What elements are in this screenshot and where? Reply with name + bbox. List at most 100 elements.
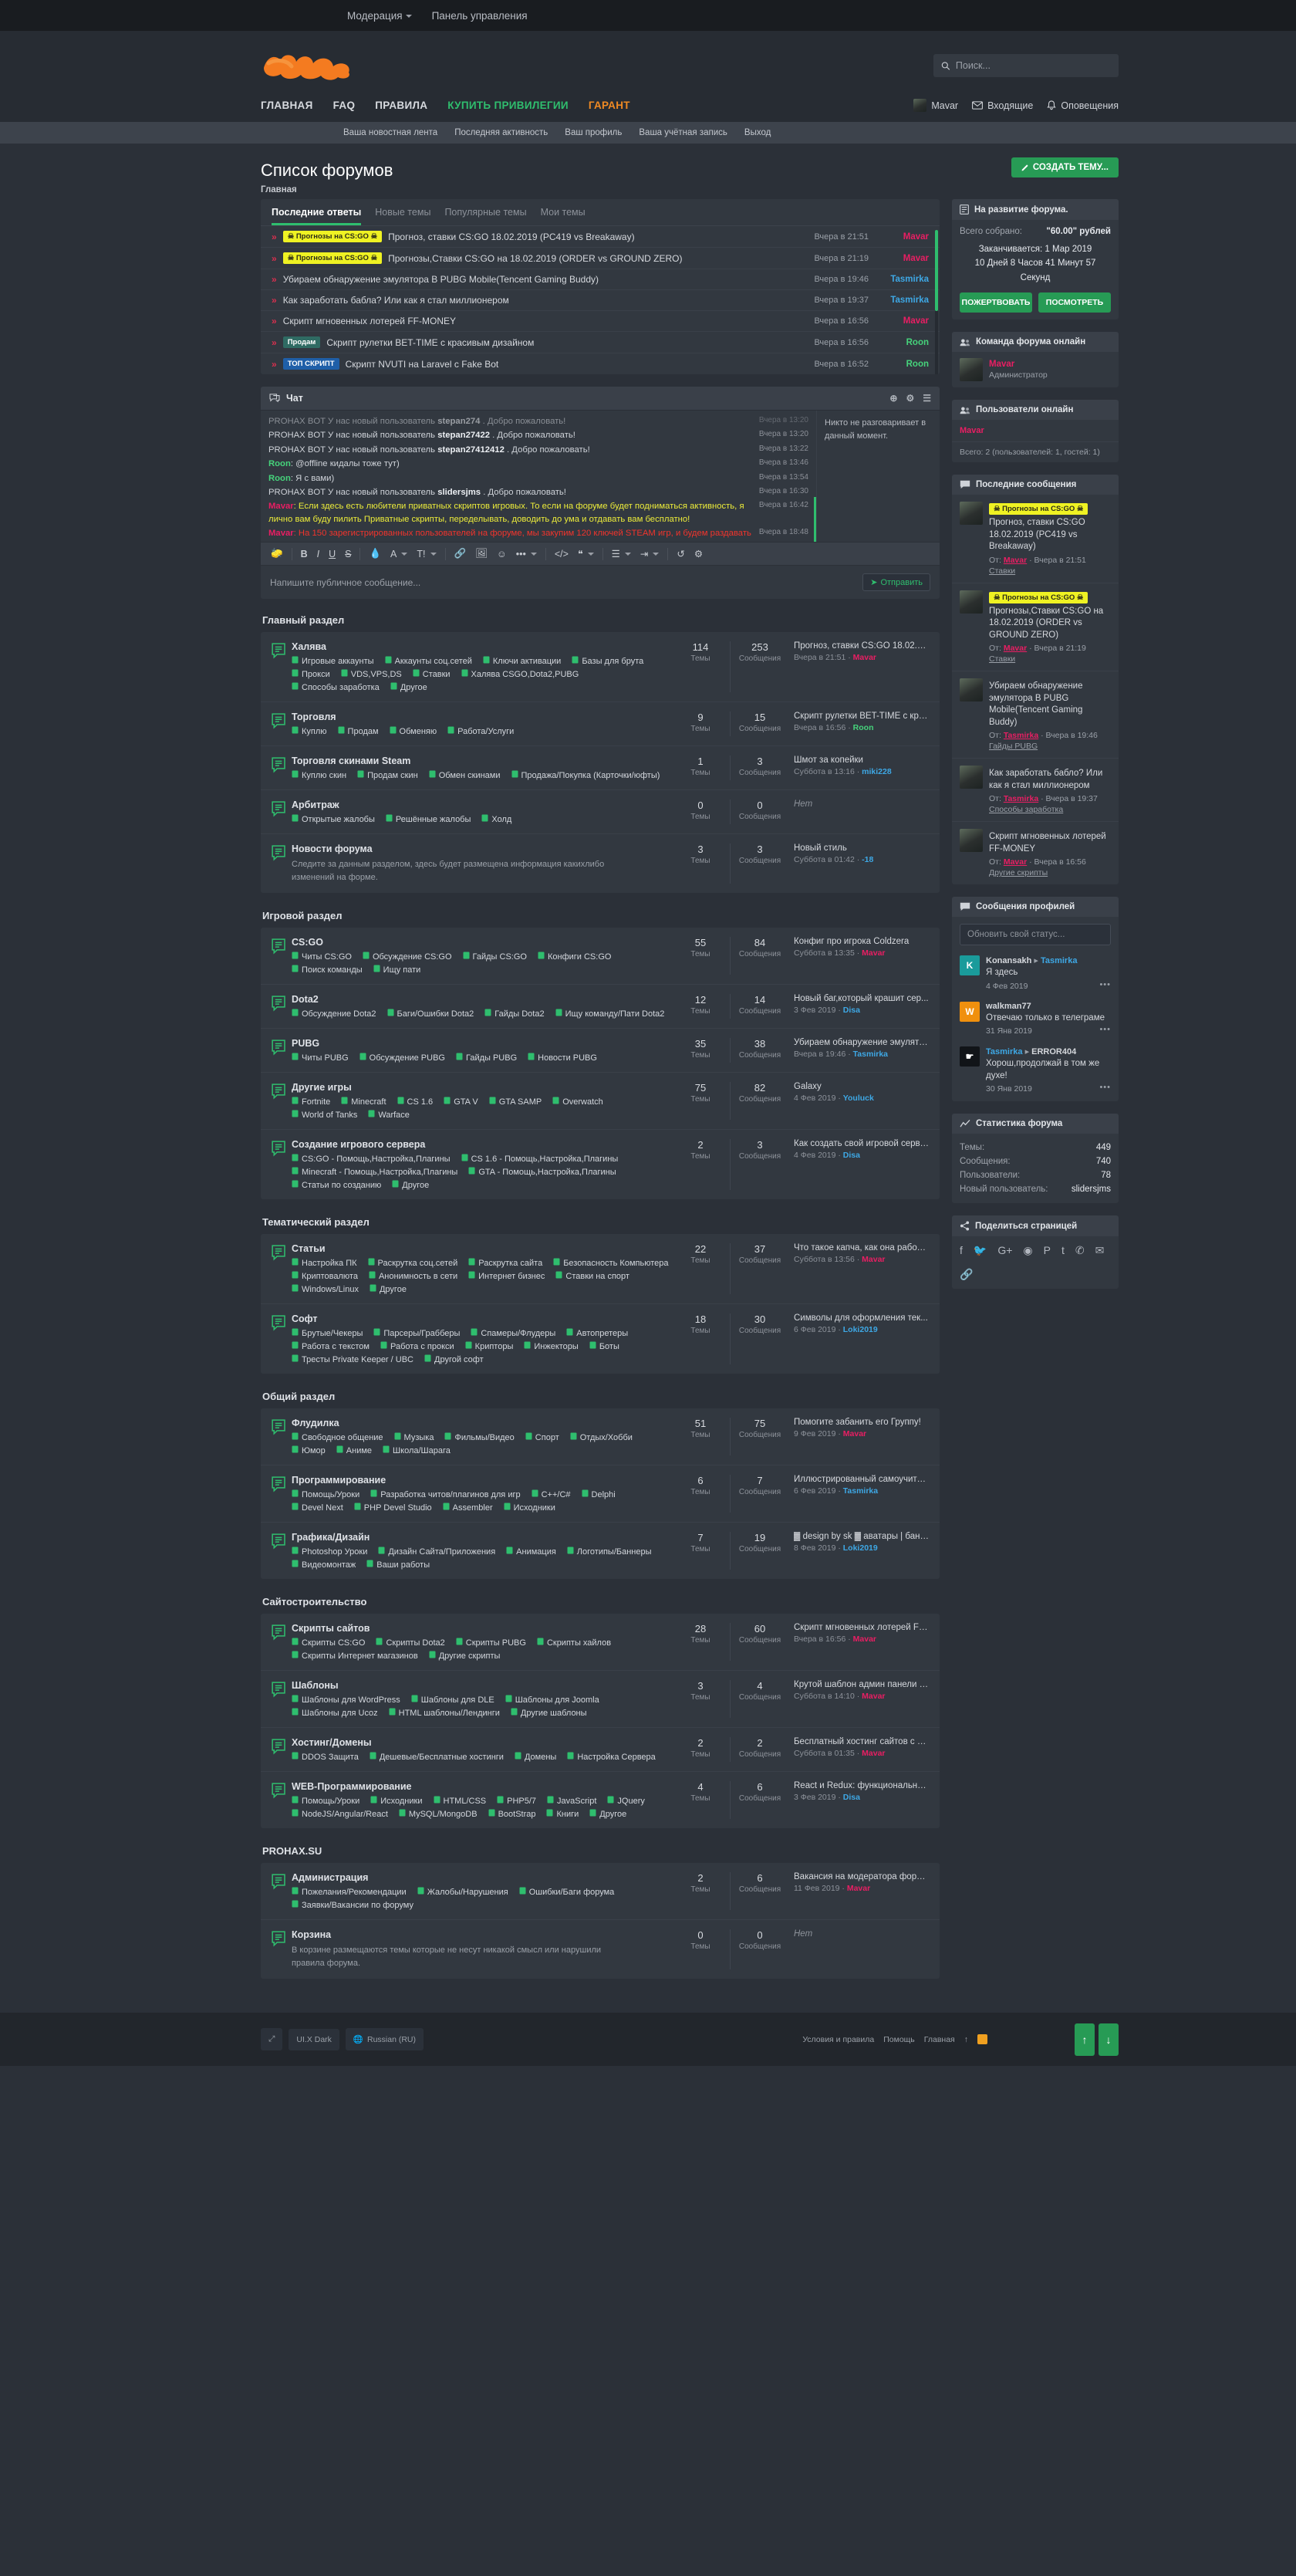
twitter-icon[interactable]: 🐦 bbox=[973, 1244, 987, 1257]
chat-settings-icon[interactable]: ⚙ bbox=[906, 393, 915, 404]
forum-last-post-author[interactable]: Mavar bbox=[842, 1429, 867, 1438]
forum-last-post-title[interactable]: Прогноз, ставки CS:GO 18.02.20... bbox=[794, 641, 929, 651]
subforum-link[interactable]: Другое bbox=[370, 1284, 407, 1294]
subforum-link[interactable]: Другое bbox=[392, 1180, 429, 1190]
subforum-link[interactable]: VDS,VPS,DS bbox=[341, 669, 402, 679]
email-icon[interactable]: ✉ bbox=[1095, 1244, 1105, 1257]
subforum-link[interactable]: Работа с прокси bbox=[380, 1341, 454, 1351]
subforum-link[interactable]: Ваши работы bbox=[366, 1560, 430, 1570]
forum-last-post-author[interactable]: Mavar bbox=[862, 1255, 886, 1264]
forum-row[interactable]: Программирование Помощь/Уроки Разработка ч… bbox=[261, 1465, 940, 1523]
subforum-link[interactable]: Куплю bbox=[292, 726, 327, 736]
subforum-link[interactable]: Продажа/Покупка (Карточки/юфты) bbox=[511, 770, 660, 780]
status-input[interactable]: Обновить свой статус... bbox=[960, 924, 1111, 946]
subforum-link[interactable]: Помощь/Уроки bbox=[292, 1796, 359, 1806]
profile-post-target[interactable]: ERROR404 bbox=[1031, 1047, 1077, 1057]
post-title[interactable]: Прогнозы,Ставки CS:GO на 18.02.2019 (ORD… bbox=[989, 606, 1104, 640]
subforum-link[interactable]: Аккаунты соц.сетей bbox=[385, 656, 472, 666]
subforum-link[interactable]: Warface bbox=[368, 1110, 410, 1120]
link-icon[interactable]: 🔗 bbox=[960, 1268, 974, 1281]
subforum-link[interactable]: Куплю скин bbox=[292, 770, 346, 780]
subforum-link[interactable]: Другое bbox=[589, 1809, 626, 1819]
more-icon[interactable]: ••• bbox=[512, 546, 541, 562]
style-chooser-button[interactable]: UI.X Dark bbox=[289, 2028, 339, 2050]
tab-new-threads[interactable]: Новые темы bbox=[375, 207, 431, 218]
forum-row[interactable]: Хостинг/Домены DDOS Защита Дешевые/Бесплат… bbox=[261, 1728, 940, 1772]
subforum-link[interactable]: JavaScript bbox=[547, 1796, 596, 1806]
post-forum-link[interactable]: Способы заработка bbox=[989, 805, 1064, 815]
post-author[interactable]: Mavar bbox=[1003, 555, 1028, 565]
thread-prefix[interactable]: ТОП СКРИПТ bbox=[282, 358, 339, 370]
list-item[interactable]: ☠ Прогнозы на CS:GO ☠ Прогнозы,Ставки CS:… bbox=[952, 583, 1119, 672]
forum-name[interactable]: Халява bbox=[292, 641, 326, 652]
list-item[interactable]: Скрипт мгновенных лотерей FF-MONEY От: Ma… bbox=[952, 822, 1119, 884]
subforum-link[interactable]: Заявки/Вакансии по форуму bbox=[292, 1900, 413, 1910]
chat-input[interactable]: Напишите публичное сообщение... bbox=[270, 576, 421, 588]
forum-last-post-author[interactable]: Mavar bbox=[846, 1884, 871, 1893]
google-plus-icon[interactable]: G+ bbox=[997, 1244, 1013, 1257]
chat-message-author[interactable]: Roon bbox=[268, 473, 291, 483]
table-row[interactable]: » ☠ Прогнозы на CS:GO ☠ Прогнозы,Ставки … bbox=[261, 248, 940, 269]
create-thread-button[interactable]: СОЗДАТЬ ТЕМУ... bbox=[1011, 157, 1119, 177]
subforum-link[interactable]: Спорт bbox=[525, 1432, 559, 1442]
forum-last-post-title[interactable]: Убираем обнаружение эмулятор... bbox=[794, 1038, 929, 1047]
forum-name[interactable]: Графика/Дизайн bbox=[292, 1532, 370, 1543]
subforum-link[interactable]: Обмен скинами bbox=[429, 770, 501, 780]
profile-post-more-icon[interactable]: ••• bbox=[1099, 1025, 1111, 1035]
eraser-icon[interactable]: 🧽 bbox=[271, 548, 283, 559]
forum-row[interactable]: Скрипты сайтов Скрипты CS:GO Скрипты Dota2… bbox=[261, 1614, 940, 1671]
post-author[interactable]: Mavar bbox=[1003, 857, 1028, 867]
table-row[interactable]: » ☠ Прогнозы на CS:GO ☠ Прогноз, ставки … bbox=[261, 226, 940, 248]
profile-post-target[interactable]: Tasmirka bbox=[1040, 956, 1078, 966]
forum-name[interactable]: Администрация bbox=[292, 1872, 369, 1883]
forum-last-post-author[interactable]: miki228 bbox=[862, 767, 892, 776]
subforum-link[interactable]: Fortnite bbox=[292, 1097, 330, 1107]
subforum-link[interactable]: JQuery bbox=[607, 1796, 645, 1806]
subforum-link[interactable]: Windows/Linux bbox=[292, 1284, 359, 1294]
subnav-recent-activity[interactable]: Последняя активность bbox=[454, 128, 548, 137]
admin-control-panel-link[interactable]: Панель управления bbox=[431, 9, 528, 22]
subforum-link[interactable]: Дешевые/Бесплатные хостинги bbox=[370, 1752, 504, 1762]
subforum-link[interactable]: NodeJS/Angular/React bbox=[292, 1809, 388, 1819]
forum-last-post-author[interactable]: Tasmirka bbox=[842, 1486, 879, 1496]
subforum-link[interactable]: Брутыe/Чекеры bbox=[292, 1328, 363, 1338]
subforum-link[interactable]: Другие шаблоны bbox=[511, 1708, 587, 1718]
subforum-link[interactable]: World of Tanks bbox=[292, 1110, 357, 1120]
strikethrough-icon[interactable]: S bbox=[345, 548, 352, 559]
subforum-link[interactable]: Халява CSGO,Dota2,PUBG bbox=[461, 669, 579, 679]
forum-last-post-author[interactable]: Disa bbox=[842, 1793, 860, 1802]
subforum-link[interactable]: Delphi bbox=[582, 1489, 616, 1499]
chat-scrollbar-thumb[interactable] bbox=[814, 497, 816, 542]
forum-last-post-author[interactable]: Youluck bbox=[842, 1094, 874, 1103]
subforum-link[interactable]: CS 1.6 - Помощь,Настройка,Плагины bbox=[461, 1154, 618, 1164]
view-donations-button[interactable]: ПОСМОТРЕТЬ bbox=[1038, 292, 1111, 313]
subforum-link[interactable]: Конфиги CS:GO bbox=[538, 952, 611, 962]
whatsapp-icon[interactable]: ✆ bbox=[1075, 1244, 1085, 1257]
subforum-link[interactable]: Игровые аккаунты bbox=[292, 656, 374, 666]
subforum-link[interactable]: Ищу команду/Пати Dota2 bbox=[555, 1009, 664, 1019]
forum-row[interactable]: Другие игры Fortnite Minecraft CS 1.6 GTA V G… bbox=[261, 1073, 940, 1130]
chat-message-author[interactable]: PROHAX BOT bbox=[268, 487, 326, 497]
thread-author[interactable]: Mavar bbox=[903, 316, 929, 326]
forum-name[interactable]: Новости форума bbox=[292, 843, 373, 854]
forum-last-post-author[interactable]: Mavar bbox=[862, 948, 886, 958]
thread-title[interactable]: Скрипт NVUTI на Laravel с Fake Bot bbox=[345, 358, 499, 370]
thread-author[interactable]: Roon bbox=[906, 337, 929, 347]
footer-home-link[interactable]: Главная bbox=[923, 2034, 955, 2044]
subforum-link[interactable]: Overwatch bbox=[552, 1097, 603, 1107]
subforum-link[interactable]: GTA SAMP bbox=[489, 1097, 542, 1107]
subforum-link[interactable]: Ключи активации bbox=[483, 656, 561, 666]
forum-row[interactable]: PUBG Читы PUBG Обсуждение PUBG Гайды PUBG Но… bbox=[261, 1029, 940, 1073]
search-box[interactable] bbox=[933, 54, 1119, 77]
subforum-link[interactable]: Раскрутка сайта bbox=[468, 1258, 542, 1268]
subforum-link[interactable]: Открытые жалобы bbox=[292, 814, 375, 824]
undo-icon[interactable]: ↺ bbox=[677, 549, 685, 559]
post-author[interactable]: Tasmirka bbox=[1003, 731, 1039, 741]
language-chooser-button[interactable]: 🌐 Russian (RU) bbox=[345, 2028, 424, 2050]
subforum-link[interactable]: Фильмы/Видео bbox=[444, 1432, 515, 1442]
subforum-link[interactable]: Работа/Услуги bbox=[447, 726, 514, 736]
subforum-link[interactable]: Крипторы bbox=[465, 1341, 513, 1351]
thread-title[interactable]: Скрипт рулетки BET-TIME с красивым дизай… bbox=[326, 336, 535, 348]
subforum-link[interactable]: Обсуждение PUBG bbox=[359, 1053, 445, 1063]
subforum-link[interactable]: Школа/Шарага bbox=[383, 1445, 451, 1455]
